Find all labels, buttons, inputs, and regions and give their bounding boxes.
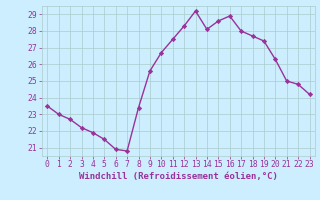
X-axis label: Windchill (Refroidissement éolien,°C): Windchill (Refroidissement éolien,°C): [79, 172, 278, 181]
